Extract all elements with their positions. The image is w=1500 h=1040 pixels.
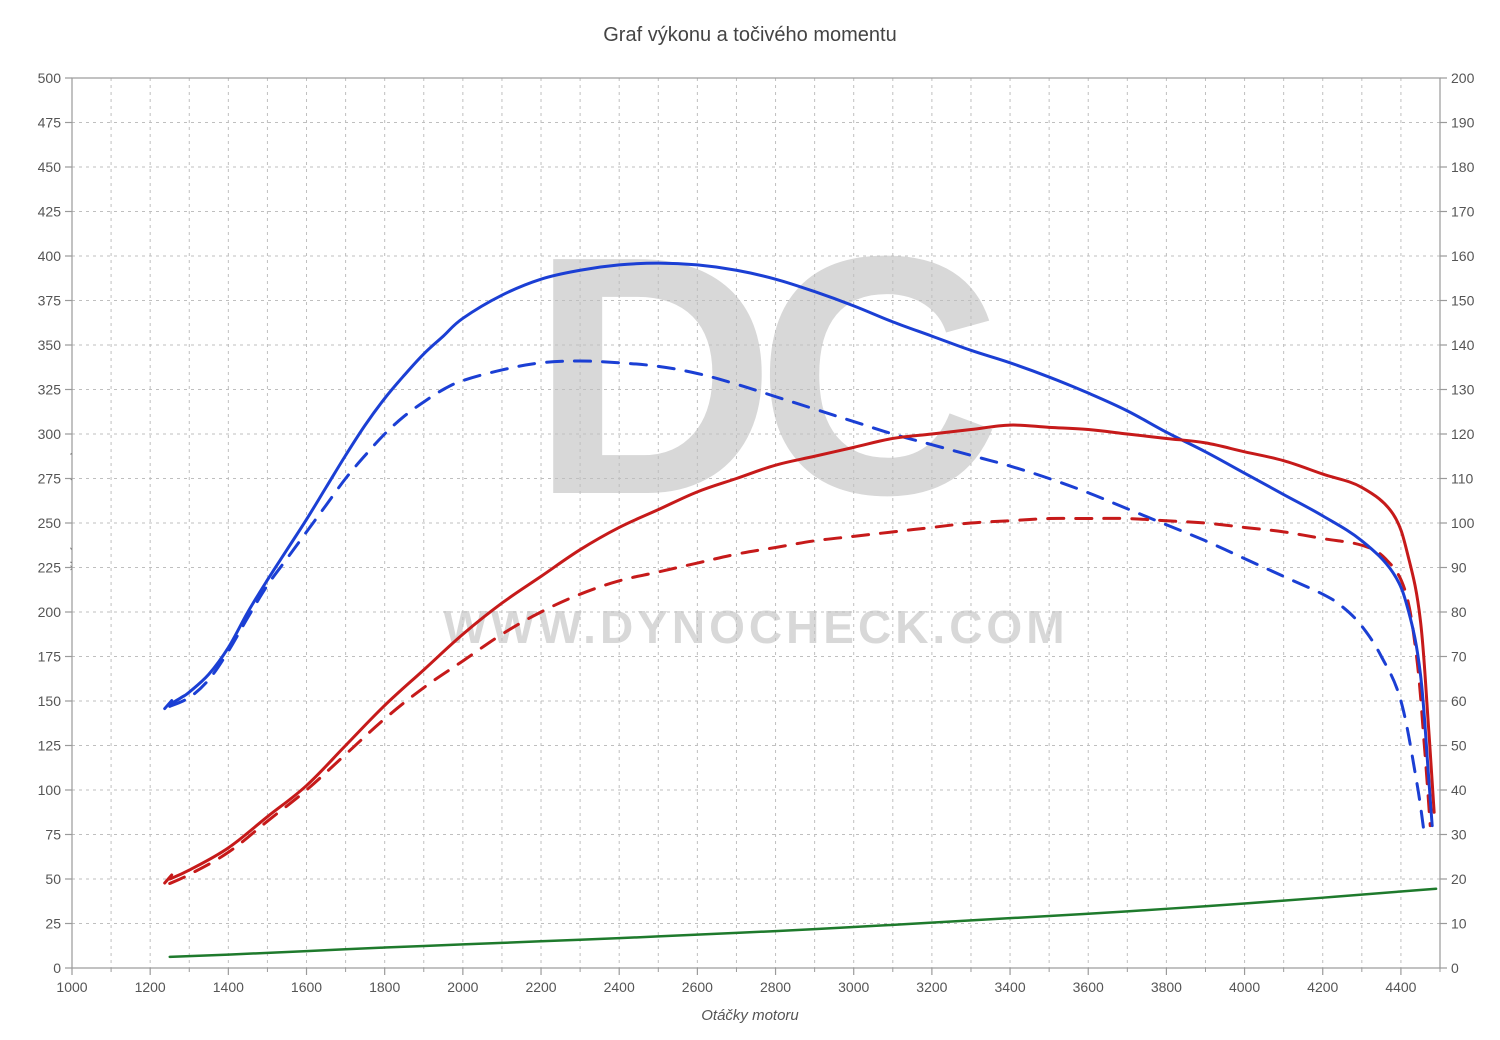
svg-text:10: 10 [1451,916,1467,932]
svg-text:3600: 3600 [1073,979,1104,995]
svg-text:475: 475 [38,115,62,131]
svg-text:3800: 3800 [1151,979,1182,995]
svg-text:450: 450 [38,159,62,175]
svg-text:4200: 4200 [1307,979,1338,995]
svg-text:90: 90 [1451,560,1467,576]
svg-text:60: 60 [1451,693,1467,709]
svg-text:400: 400 [38,248,62,264]
svg-text:0: 0 [53,960,61,976]
svg-text:1000: 1000 [56,979,87,995]
svg-text:2200: 2200 [525,979,556,995]
svg-text:4400: 4400 [1385,979,1416,995]
svg-text:200: 200 [1451,70,1475,86]
svg-text:120: 120 [1451,426,1475,442]
svg-text:425: 425 [38,204,62,220]
svg-text:1600: 1600 [291,979,322,995]
svg-text:3200: 3200 [916,979,947,995]
svg-text:50: 50 [1451,738,1467,754]
svg-text:170: 170 [1451,204,1475,220]
svg-text:100: 100 [1451,515,1475,531]
svg-text:80: 80 [1451,604,1467,620]
svg-text:350: 350 [38,337,62,353]
svg-text:2000: 2000 [447,979,478,995]
svg-text:140: 140 [1451,337,1475,353]
svg-text:190: 190 [1451,115,1475,131]
svg-text:2400: 2400 [604,979,635,995]
svg-text:1200: 1200 [135,979,166,995]
svg-text:2600: 2600 [682,979,713,995]
svg-text:3400: 3400 [994,979,1025,995]
svg-text:225: 225 [38,560,62,576]
svg-text:40: 40 [1451,782,1467,798]
svg-text:1400: 1400 [213,979,244,995]
svg-text:30: 30 [1451,827,1467,843]
svg-text:300: 300 [38,426,62,442]
svg-text:200: 200 [38,604,62,620]
svg-text:WWW.DYNOCHECK.COM: WWW.DYNOCHECK.COM [443,601,1068,653]
svg-text:DC: DC [530,186,995,566]
svg-text:275: 275 [38,471,62,487]
svg-text:125: 125 [38,738,62,754]
svg-text:150: 150 [1451,293,1475,309]
svg-text:110: 110 [1451,471,1474,487]
svg-text:175: 175 [38,649,62,665]
svg-text:70: 70 [1451,649,1467,665]
dyno-chart: DCWWW.DYNOCHECK.COM100012001400160018002… [0,0,1500,1040]
svg-text:50: 50 [45,871,61,887]
svg-text:0: 0 [1451,960,1459,976]
svg-text:3000: 3000 [838,979,869,995]
svg-text:75: 75 [45,827,61,843]
svg-text:4000: 4000 [1229,979,1260,995]
svg-text:180: 180 [1451,159,1475,175]
svg-text:250: 250 [38,515,62,531]
svg-text:150: 150 [38,693,62,709]
svg-text:2800: 2800 [760,979,791,995]
svg-text:375: 375 [38,293,62,309]
svg-text:20: 20 [1451,871,1467,887]
svg-text:130: 130 [1451,382,1475,398]
svg-text:100: 100 [38,782,62,798]
svg-text:500: 500 [38,70,62,86]
svg-text:25: 25 [45,916,61,932]
svg-text:1800: 1800 [369,979,400,995]
svg-text:160: 160 [1451,248,1475,264]
svg-text:325: 325 [38,382,62,398]
